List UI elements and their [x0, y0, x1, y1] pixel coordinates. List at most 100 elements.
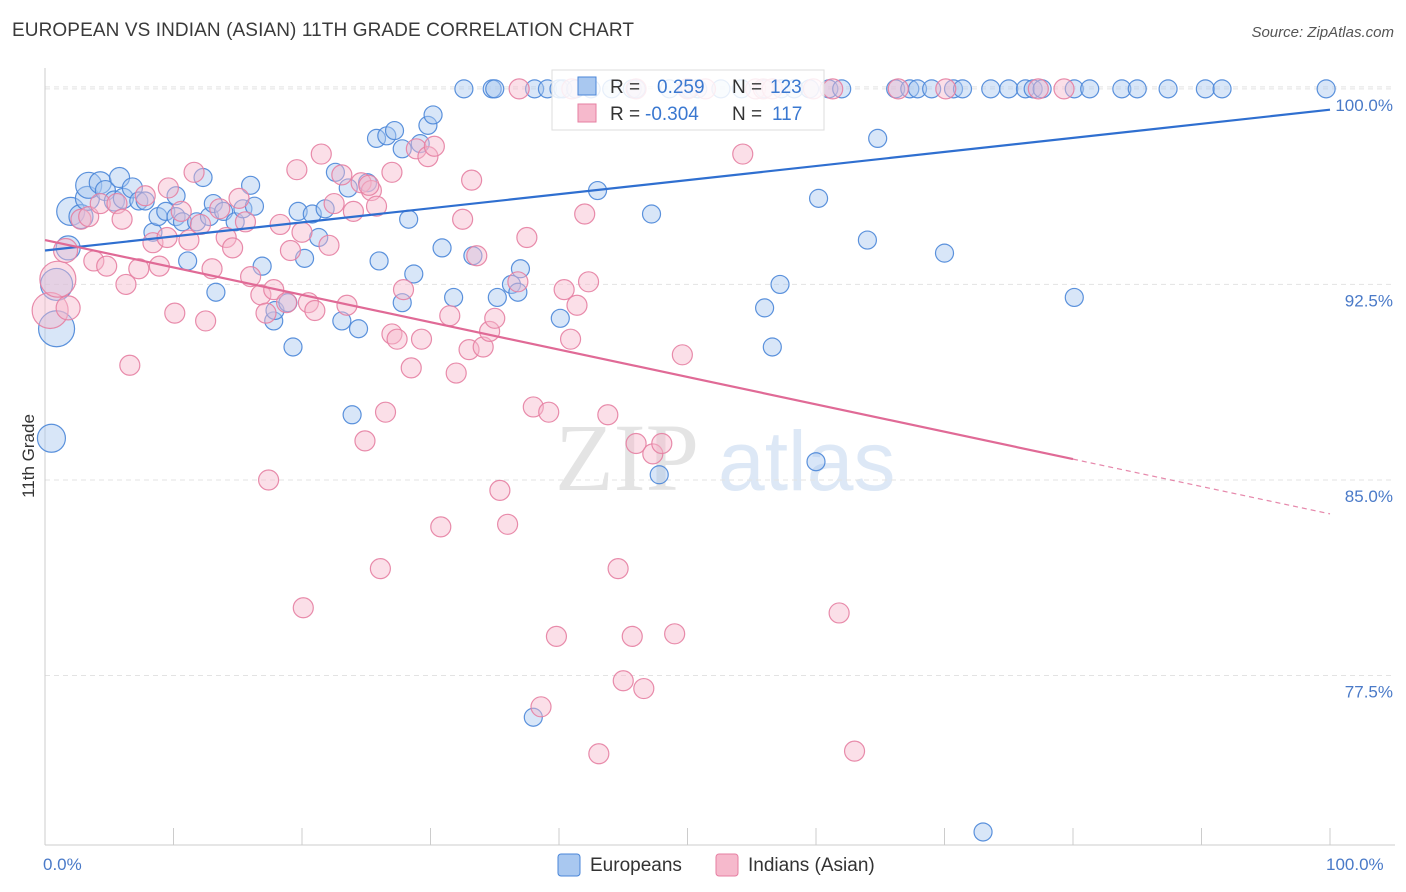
europeans-point	[487, 287, 507, 308]
europeans-point	[444, 287, 464, 308]
europeans-point	[770, 274, 790, 295]
legend-box	[551, 69, 825, 131]
europeans-point	[900, 79, 920, 99]
indians-point	[439, 305, 461, 327]
x-ticks	[44, 828, 1331, 845]
indians-point	[1053, 78, 1075, 100]
europeans-point	[357, 173, 378, 193]
indians-point	[507, 271, 529, 293]
indians-point	[331, 164, 353, 186]
indians-point	[516, 226, 538, 249]
europeans-point	[868, 128, 888, 148]
indians-point	[170, 200, 192, 223]
indians-point	[240, 265, 262, 288]
indians-point	[381, 161, 403, 183]
indians-point	[111, 208, 133, 230]
europeans-point	[808, 188, 829, 208]
europeans-point	[252, 256, 272, 276]
europeans-point	[754, 298, 775, 318]
europeans-point	[392, 139, 412, 159]
indians-point	[354, 430, 376, 452]
indians-point	[545, 625, 568, 648]
indians-point	[430, 516, 452, 538]
europeans-point	[981, 79, 1001, 99]
indians-point	[234, 211, 257, 233]
indians-point	[417, 146, 439, 168]
indians-point	[607, 558, 629, 580]
europeans-point	[999, 79, 1019, 99]
europeans-point	[325, 162, 346, 182]
indians-point	[257, 469, 280, 491]
indians-point	[664, 623, 686, 645]
gridlines	[45, 86, 1395, 677]
legend: R = 0.259 N = 123 R = -0.304 N = 117	[551, 69, 825, 131]
chart-title: EUROPEAN VS INDIAN (ASIAN) 11TH GRADE CO…	[12, 20, 635, 41]
indians-trend-line-extension	[1072, 458, 1331, 515]
indians-point	[183, 161, 205, 183]
indians-point	[887, 78, 909, 100]
indians-point	[119, 354, 141, 376]
x-tick-label-0: 0.0%	[43, 855, 82, 874]
indians-point	[625, 432, 647, 455]
indians-point	[189, 213, 212, 236]
bottom-legend-swatch-europeans	[557, 853, 581, 877]
indians-point	[822, 78, 844, 100]
europeans-point	[369, 251, 389, 271]
europeans-point	[510, 259, 531, 279]
europeans-point	[857, 230, 878, 250]
indians-point	[291, 221, 313, 243]
y-tick-labels: 100.0% 92.5% 85.0% 77.5%	[1335, 96, 1393, 702]
indians-point	[310, 143, 332, 165]
indians-point	[588, 743, 610, 765]
bottom-legend-label-indians: Indians (Asian)	[748, 855, 875, 876]
y-tick-label: 92.5%	[1345, 291, 1393, 310]
y-axis-title: 11th Grade	[19, 414, 38, 498]
indians-point	[209, 198, 231, 220]
legend-n-label-indians: N =	[732, 104, 762, 125]
europeans-point	[348, 319, 369, 339]
trend-lines	[44, 108, 1331, 515]
indians-point	[215, 226, 237, 249]
indians-point	[566, 294, 588, 316]
indians-point	[452, 208, 474, 230]
europeans-point	[432, 238, 452, 258]
legend-swatch-indians	[577, 103, 597, 123]
indians-point	[466, 245, 488, 267]
indians-point	[423, 135, 445, 157]
indians-point	[386, 328, 408, 350]
indians-point	[157, 177, 179, 199]
legend-n-value-indians: 117	[772, 104, 802, 125]
europeans-point	[973, 822, 993, 842]
indians-point	[128, 258, 150, 280]
europeans-point	[332, 311, 352, 331]
indians-points	[31, 78, 1075, 765]
europeans-point	[264, 311, 284, 331]
europeans-point	[288, 201, 308, 222]
europeans-point	[806, 452, 826, 472]
europeans-point	[283, 337, 303, 357]
indians-point	[538, 401, 560, 423]
indians-point	[461, 169, 483, 191]
indians-point	[574, 203, 596, 225]
europeans-point	[187, 212, 207, 232]
europeans-trend-line	[44, 108, 1331, 252]
watermark-zip: ZIP	[555, 404, 699, 511]
indians-point	[222, 237, 244, 259]
europeans-point	[649, 465, 669, 485]
indians-point	[577, 271, 600, 293]
europeans-point	[832, 79, 852, 99]
y-tick-label: 77.5%	[1345, 683, 1393, 702]
europeans-point	[1195, 79, 1215, 99]
europeans-point	[302, 204, 322, 224]
europeans-point	[156, 201, 176, 222]
indians-point	[935, 78, 957, 100]
indians-point	[559, 328, 582, 350]
indians-point	[651, 432, 673, 455]
indians-point	[612, 670, 634, 692]
indians-point	[89, 192, 111, 215]
indians-point	[304, 299, 326, 322]
europeans-point	[206, 282, 226, 302]
y-tick-label: 100.0%	[1335, 96, 1393, 115]
europeans-point	[241, 175, 261, 195]
indians-point	[405, 138, 427, 160]
